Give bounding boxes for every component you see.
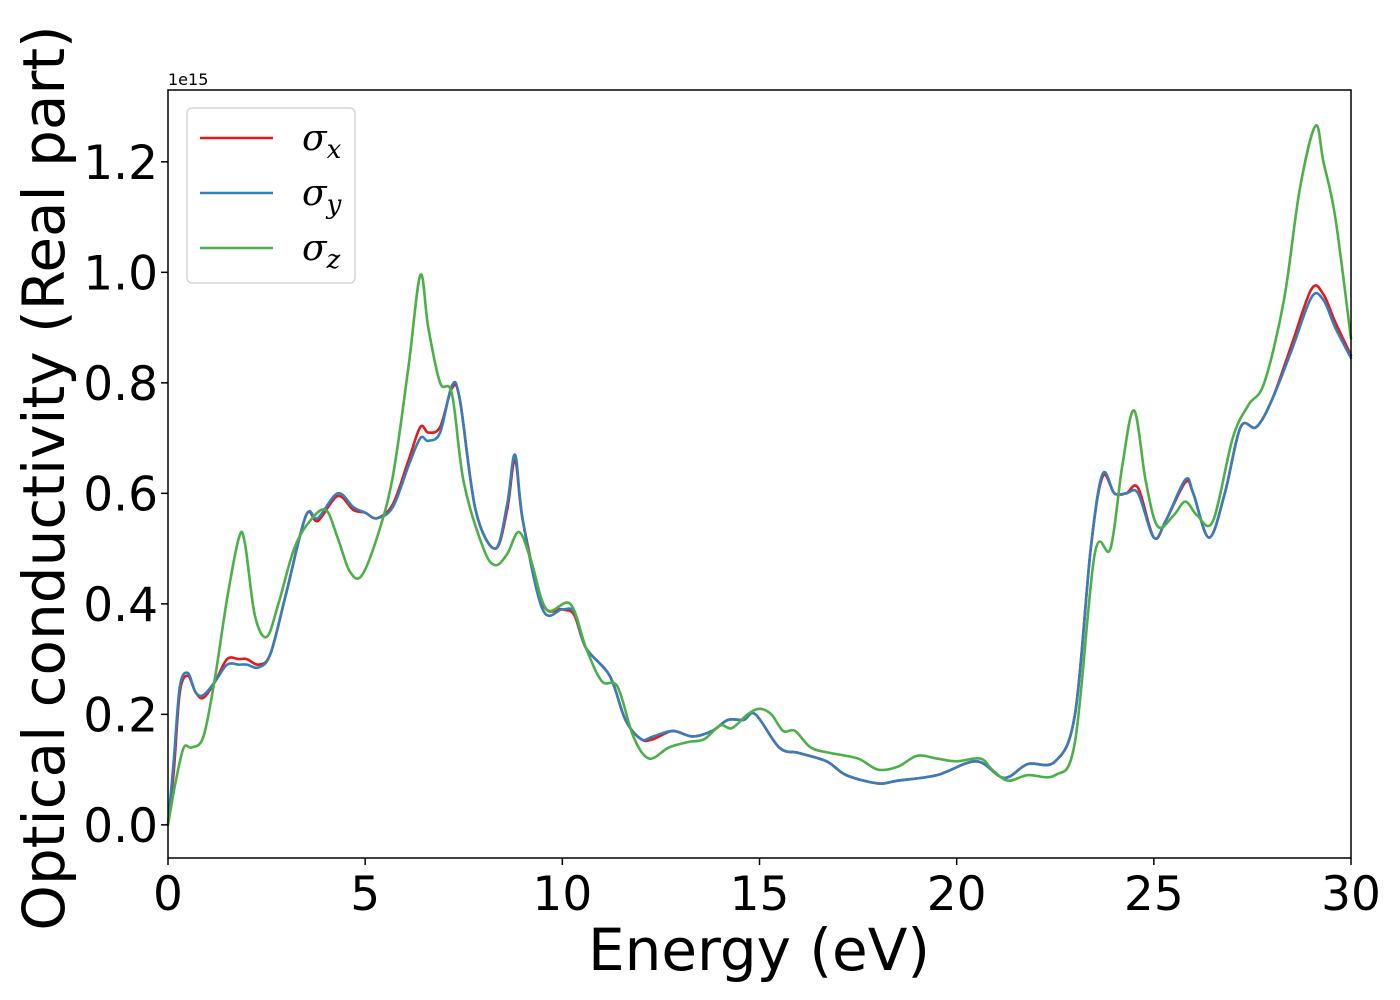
y-tick-label: 0.0 [83,799,158,854]
y-tick-label: 0.4 [83,578,158,633]
x-tick-label: 25 [1124,867,1184,922]
x-axis-ticks: 0 5 10 15 20 25 30 [153,858,1381,922]
x-tick-label: 15 [730,867,790,922]
y-tick-label: 0.8 [83,357,158,412]
y-axis-title: Optical conductivity (Real part) [10,25,78,930]
plot-background [168,90,1351,858]
y-tick-label: 0.2 [83,688,158,743]
legend-symbol: σ [302,173,328,214]
legend-label-x: σx [302,118,342,165]
y-tick-label: 1.0 [83,246,158,301]
x-tick-label: 0 [153,867,183,922]
series-line-y [166,291,1353,827]
legend-label-z: σz [302,228,341,275]
x-tick-label: 5 [350,867,380,922]
y-axis-ticks: 0.0 0.2 0.4 0.6 0.8 1.0 1.2 [83,136,168,854]
x-tick-label: 20 [927,867,987,922]
legend-subscript: y [326,190,342,220]
legend-label-y: σy [302,173,342,220]
x-axis-title: Energy (eV) [588,916,930,984]
legend-subscript: z [326,245,341,275]
x-tick-label: 30 [1321,867,1381,922]
x-tick-label: 10 [532,867,592,922]
legend-symbol: σ [302,228,328,269]
y-offset-text: 1e15 [168,70,208,89]
legend-symbol: σ [302,118,328,159]
series-line-z [166,124,1353,827]
y-tick-label: 1.2 [83,136,158,191]
legend-box [186,107,356,284]
legend-subscript: x [327,135,342,165]
y-tick-label: 0.6 [83,467,158,522]
series-layer [166,124,1353,827]
plot-frame [167,89,1352,859]
